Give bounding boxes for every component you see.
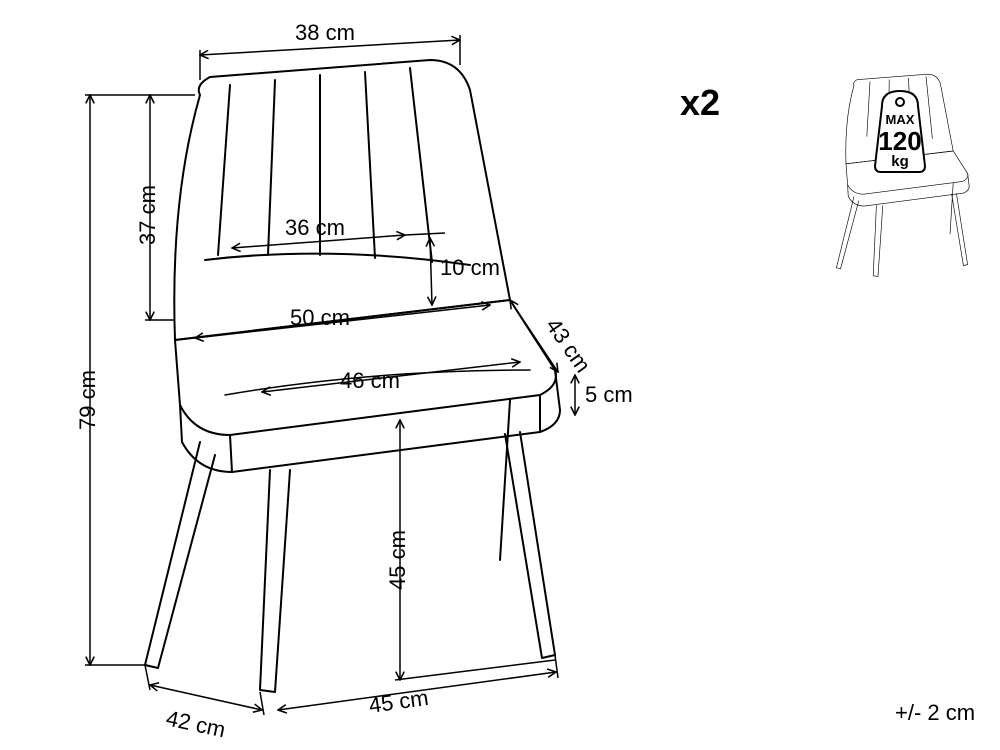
weight-prefix: MAX <box>886 112 915 127</box>
label-thickness: 5 cm <box>585 382 633 407</box>
label-total-height: 79 cm <box>75 370 100 430</box>
weight-unit: kg <box>891 153 909 170</box>
quantity-label: x2 <box>680 82 720 123</box>
weight-value: 120 <box>878 126 921 156</box>
tolerance-label: +/- 2 cm <box>895 700 975 725</box>
label-top-width: 38 cm <box>295 20 355 45</box>
label-seat-gap: 10 cm <box>440 255 500 280</box>
dimension-diagram: 38 cm 37 cm 79 cm 36 cm 10 cm 50 cm 43 c… <box>0 0 1000 750</box>
label-leg-width: 45 cm <box>367 685 430 718</box>
label-seat-front: 50 cm <box>290 305 350 330</box>
dimension-labels: 38 cm 37 cm 79 cm 36 cm 10 cm 50 cm 43 c… <box>75 20 633 742</box>
label-seat-height: 45 cm <box>385 530 410 590</box>
label-leg-depth: 42 cm <box>164 705 228 742</box>
label-seat-inner: 46 cm <box>340 368 400 393</box>
label-seat-depth: 43 cm <box>541 314 596 377</box>
label-back-height: 37 cm <box>135 185 160 245</box>
weight-tag: MAX 120 kg <box>875 91 925 172</box>
label-inner-width: 36 cm <box>285 215 345 240</box>
